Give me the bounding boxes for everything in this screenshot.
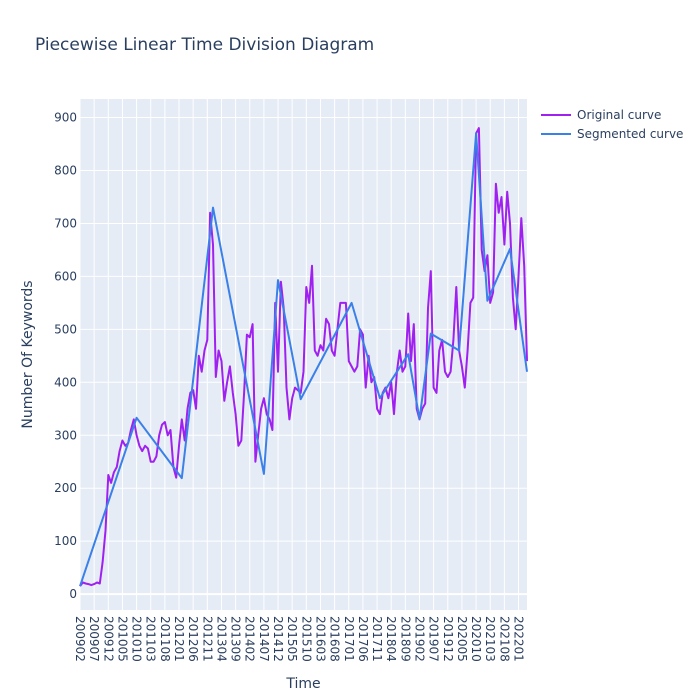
x-tick-label: 201407: [257, 616, 271, 662]
x-tick-label: 201402: [243, 616, 257, 662]
x-tick-label: 202010: [469, 616, 483, 662]
x-tick-label: 201108: [158, 616, 172, 662]
x-tick-label: 201505: [285, 616, 299, 662]
x-tick-label: 201608: [328, 616, 342, 662]
gridlines: [79, 99, 527, 610]
y-tick-label: 100: [54, 534, 77, 548]
series-group: [79, 127, 528, 587]
legend: Original curve Segmented curve: [541, 108, 683, 141]
y-tick-label: 500: [54, 322, 77, 336]
y-tick-label: 300: [54, 428, 77, 442]
x-tick-label: 202103: [483, 616, 497, 662]
x-tick-label: 202108: [497, 616, 511, 662]
x-tick-label: 202201: [512, 616, 526, 662]
y-tick-label: 400: [54, 375, 77, 389]
y-tick-label: 900: [54, 111, 77, 125]
x-tick-label: 201201: [172, 616, 186, 662]
chart-title: Piecewise Linear Time Division Diagram: [35, 35, 374, 55]
x-tick-label: 201309: [229, 616, 243, 662]
y-tick-label: 700: [54, 216, 77, 230]
series-line-segmented-curve: [79, 132, 528, 587]
y-tick-label: 800: [54, 163, 77, 177]
x-tick-label: 200912: [101, 616, 115, 662]
x-tick-label: 201206: [186, 616, 200, 662]
legend-label-segmented-curve[interactable]: Segmented curve: [577, 127, 683, 141]
x-tick-label: 201912: [441, 616, 455, 662]
x-tick-label: 201010: [130, 616, 144, 662]
x-tick-label: 201103: [144, 616, 158, 662]
x-tick-label: 202005: [455, 616, 469, 662]
x-tick-label: 201907: [427, 616, 441, 662]
x-tick-label: 201809: [398, 616, 412, 662]
x-tick-label: 201510: [299, 616, 313, 662]
y-tick-label: 200: [54, 481, 77, 495]
x-tick-label: 201005: [115, 616, 129, 662]
x-tick-label: 201211: [200, 616, 214, 662]
x-tick-label: 201701: [342, 616, 356, 662]
x-tick-label: 200902: [73, 616, 87, 662]
x-tick-label: 201902: [412, 616, 426, 662]
series-line-original-curve: [79, 127, 528, 587]
x-tick-label: 201706: [356, 616, 370, 662]
x-tick-label: 201804: [384, 616, 398, 662]
x-tick-label: 201711: [370, 616, 384, 662]
y-tick-label: 0: [69, 587, 77, 601]
x-tick-label: 200907: [87, 616, 101, 662]
legend-label-original-curve[interactable]: Original curve: [577, 108, 661, 122]
x-tick-label: 201304: [214, 616, 228, 662]
x-tick-label: 201412: [271, 616, 285, 662]
x-axis-title: Time: [285, 676, 320, 692]
y-tick-label: 600: [54, 269, 77, 283]
x-tick-label: 201603: [313, 616, 327, 662]
y-axis-title: Number Of Keywords: [20, 280, 36, 428]
